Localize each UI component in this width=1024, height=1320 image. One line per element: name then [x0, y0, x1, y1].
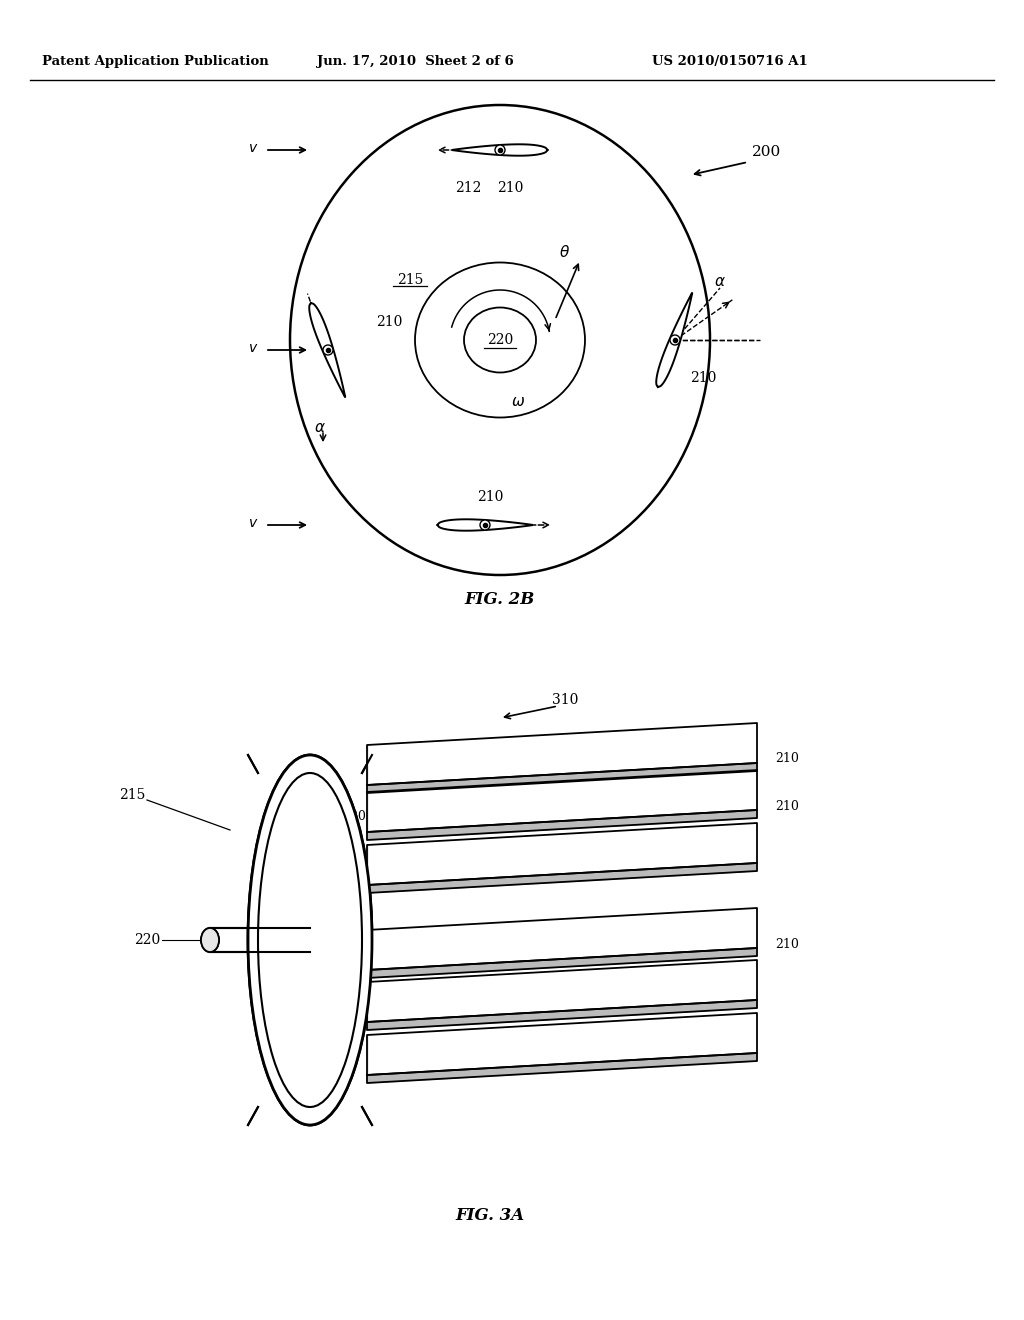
Circle shape: [480, 520, 490, 531]
Text: Patent Application Publication: Patent Application Publication: [42, 55, 268, 69]
Polygon shape: [437, 519, 532, 531]
Ellipse shape: [308, 792, 336, 812]
Polygon shape: [367, 1001, 757, 1030]
Ellipse shape: [288, 840, 316, 861]
Text: 210: 210: [376, 315, 402, 329]
Text: 215: 215: [397, 273, 423, 286]
Ellipse shape: [248, 755, 372, 1125]
Text: 220: 220: [486, 333, 513, 347]
Polygon shape: [367, 1012, 757, 1074]
Text: 230: 230: [322, 858, 346, 871]
Polygon shape: [367, 723, 757, 785]
Text: 210: 210: [497, 181, 523, 195]
Text: 212: 212: [455, 181, 481, 195]
Text: 210: 210: [552, 952, 575, 965]
Text: 310: 310: [552, 693, 579, 708]
Circle shape: [670, 335, 680, 345]
Ellipse shape: [258, 774, 362, 1107]
Text: $v$: $v$: [248, 341, 258, 355]
Polygon shape: [367, 763, 757, 793]
Text: 210: 210: [690, 371, 717, 385]
Text: FIG. 3A: FIG. 3A: [456, 1206, 524, 1224]
Text: Jun. 17, 2010  Sheet 2 of 6: Jun. 17, 2010 Sheet 2 of 6: [316, 55, 513, 69]
Ellipse shape: [291, 998, 319, 1018]
Ellipse shape: [308, 952, 336, 972]
Text: 210: 210: [775, 937, 799, 950]
Text: $\omega$: $\omega$: [511, 395, 525, 409]
Text: 230: 230: [342, 810, 366, 824]
Ellipse shape: [308, 792, 336, 812]
Ellipse shape: [301, 888, 329, 908]
Text: 220: 220: [134, 933, 160, 946]
Text: 210: 210: [775, 800, 799, 813]
Text: US 2010/0150716 A1: US 2010/0150716 A1: [652, 55, 808, 69]
Ellipse shape: [278, 1049, 306, 1071]
Text: 210: 210: [552, 1003, 575, 1016]
Polygon shape: [367, 948, 757, 978]
Polygon shape: [367, 908, 757, 970]
Text: FIG. 2B: FIG. 2B: [465, 591, 536, 609]
Ellipse shape: [288, 840, 316, 861]
Polygon shape: [656, 293, 692, 387]
Text: 230: 230: [337, 909, 360, 923]
Text: $v$: $v$: [248, 141, 258, 154]
Polygon shape: [367, 1053, 757, 1082]
Text: $\theta$: $\theta$: [559, 244, 570, 260]
Polygon shape: [367, 960, 757, 1022]
Circle shape: [323, 345, 333, 355]
Ellipse shape: [301, 888, 329, 908]
Text: $\alpha$: $\alpha$: [714, 275, 726, 289]
Ellipse shape: [201, 928, 219, 952]
Text: 230: 230: [323, 1016, 347, 1030]
Polygon shape: [367, 822, 757, 884]
Ellipse shape: [291, 998, 319, 1018]
Polygon shape: [309, 304, 345, 397]
Text: 210: 210: [775, 752, 799, 766]
Text: 210: 210: [552, 813, 575, 826]
Text: 215: 215: [119, 788, 145, 803]
Polygon shape: [367, 770, 757, 832]
Text: 230: 230: [297, 1085, 321, 1098]
Text: $\alpha$: $\alpha$: [314, 421, 326, 436]
Text: $v$: $v$: [248, 516, 258, 531]
Text: 210: 210: [477, 490, 503, 504]
Ellipse shape: [308, 952, 336, 972]
Text: 230: 230: [344, 968, 368, 981]
Ellipse shape: [278, 1049, 306, 1071]
Polygon shape: [367, 810, 757, 840]
Polygon shape: [367, 863, 757, 894]
Polygon shape: [453, 144, 548, 156]
Ellipse shape: [258, 774, 362, 1107]
Text: 200: 200: [752, 145, 781, 158]
Ellipse shape: [201, 928, 219, 952]
Circle shape: [495, 145, 505, 154]
